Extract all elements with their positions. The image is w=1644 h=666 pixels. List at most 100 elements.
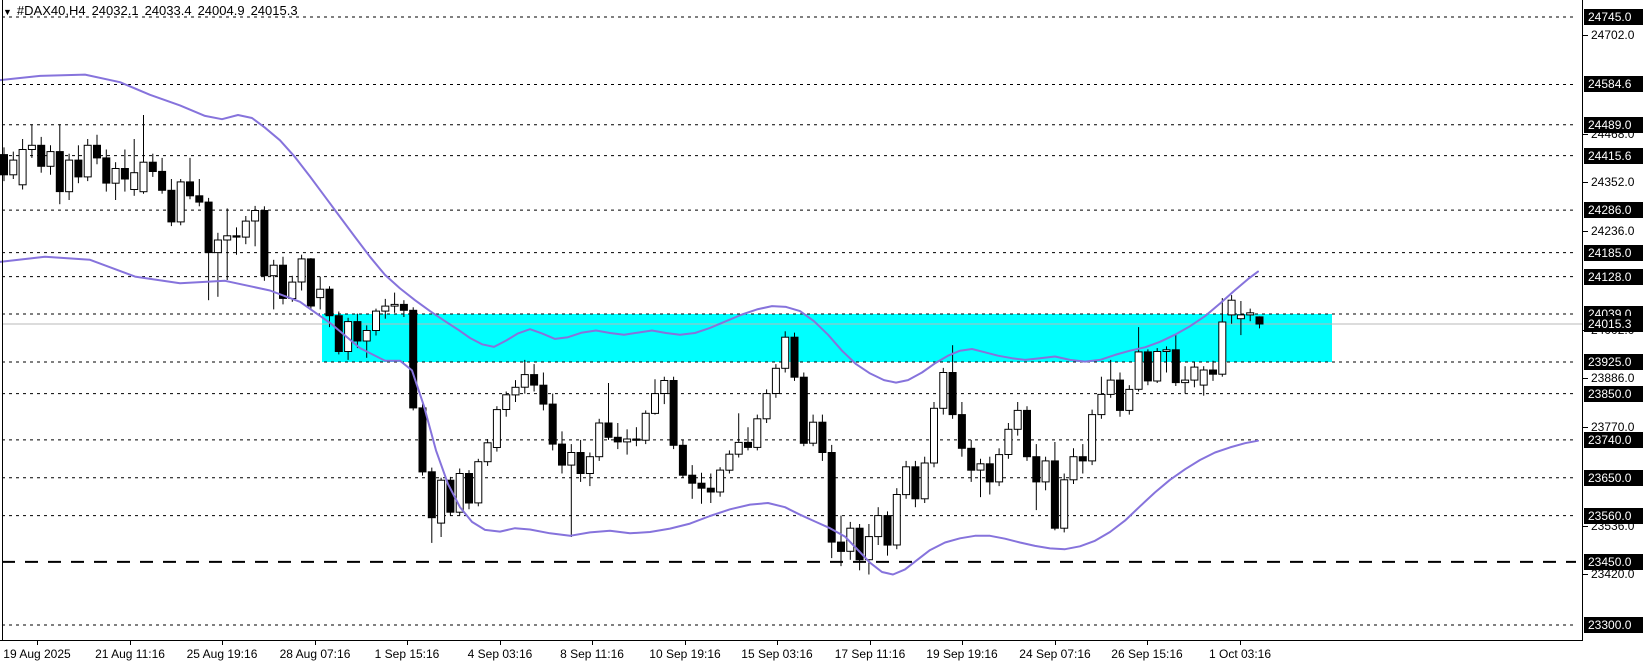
time-axis-tick [1147,641,1148,645]
candle-body [204,201,213,254]
candle-body [1134,351,1143,390]
price-level-badge: 24745.0 [1584,9,1643,25]
candle-body [1125,388,1134,411]
candle-body [781,336,790,369]
candle-body [762,393,771,420]
candle-body [1004,428,1013,455]
time-axis-tick [1055,641,1056,645]
candle-body [809,421,818,444]
candle-body [939,372,948,409]
candle-body [437,479,446,524]
price-level-badge: 24128.0 [1584,269,1643,285]
candle-body [511,386,520,396]
candle-body [18,149,27,186]
candle-body [771,367,780,394]
candle-body [251,210,260,222]
candle-body [911,466,920,500]
candle-body [399,303,408,311]
time-axis-tick [777,641,778,645]
price-level-badge: 23450.0 [1584,554,1643,570]
candle-body [744,441,752,448]
candle-body [1246,312,1255,316]
candle-body [455,473,464,513]
price-axis[interactable]: 24702.024468.024352.024236.024002.023886… [1582,0,1644,640]
price-axis-tick [1583,427,1588,428]
candle-body [595,422,604,458]
candle-body [1106,379,1115,395]
candle-body [864,536,873,561]
time-axis-tick [130,641,131,645]
ohlc-low: 24004.9 [197,3,245,18]
time-axis-label: 17 Sep 11:16 [834,647,906,661]
time-axis-label: 21 Aug 11:16 [95,647,165,661]
candle-body [1255,316,1264,325]
candle-body [213,239,222,254]
chart-plot-area[interactable]: ▼ #DAX40,H4 24032.1 24033.4 24004.9 24015.3 [0,0,1582,640]
time-axis-tick [315,641,316,645]
candle-body [502,394,511,410]
candle-body [1032,456,1041,483]
candle-body [195,195,204,203]
candle-body [660,380,669,394]
candle-body [381,305,390,312]
candle-body [167,189,176,223]
symbol-dropdown-icon[interactable]: ▼ [3,7,12,17]
price-level-badge: 23300.0 [1584,617,1643,633]
time-axis-tick [407,641,408,645]
candle-body [967,447,976,471]
candle-body [734,441,743,455]
candle-body [223,235,232,241]
price-level-badge: 23925.0 [1584,354,1643,370]
candle-body [651,393,659,414]
candle-body [948,372,957,416]
time-axis-label: 10 Sep 19:16 [649,647,721,661]
candle-body [83,144,92,178]
candle-body [995,454,1004,483]
highlight-zone[interactable] [322,314,1332,362]
current-price-badge: 24015.3 [1584,316,1643,332]
candle-body [465,473,473,504]
price-axis-tick-label: 24352.0 [1591,175,1635,189]
candle-body [697,482,706,489]
candle-body [1041,460,1050,483]
candle-body [1069,456,1078,481]
price-level-badge: 23740.0 [1584,432,1643,448]
candle-body [316,288,325,299]
candle-body [1209,369,1217,375]
candle-body [74,159,83,178]
time-axis-label: 28 Aug 07:16 [279,647,351,661]
candle-body [37,144,46,167]
candle-body [567,452,576,466]
candle-body [548,403,557,445]
price-level-badge: 23650.0 [1584,470,1643,486]
candle-body [139,161,148,193]
time-axis[interactable]: 19 Aug 2025 21 Aug 11:16 25 Aug 19:16 28 Au… [0,640,1583,666]
time-axis-tick [1240,641,1241,645]
candle-body [1116,379,1124,411]
candle-body [158,170,167,191]
candle-body [920,462,929,500]
candle-body [362,330,371,342]
candle-body [678,444,687,476]
candle-body [1143,351,1152,382]
candle-body [520,374,529,388]
time-axis-label: 19 Sep 19:16 [926,647,998,661]
candle-body [492,409,501,449]
candle-body [1171,349,1180,384]
candle-body [623,438,632,443]
time-axis-tick [685,641,686,645]
candle-body [669,380,678,446]
chart-canvas[interactable] [0,0,1582,640]
candle-body [306,258,315,307]
candle-body [427,471,436,519]
candle-body [1181,379,1190,384]
candle-body [0,154,8,176]
candle-body [1162,349,1171,352]
candle-body [874,515,883,538]
candle-body [1013,409,1022,430]
candle-body [65,159,74,193]
candle-body [344,321,353,353]
ohlc-close: 24015.3 [250,3,298,18]
candle-body [716,469,725,493]
candle-body [186,181,194,197]
